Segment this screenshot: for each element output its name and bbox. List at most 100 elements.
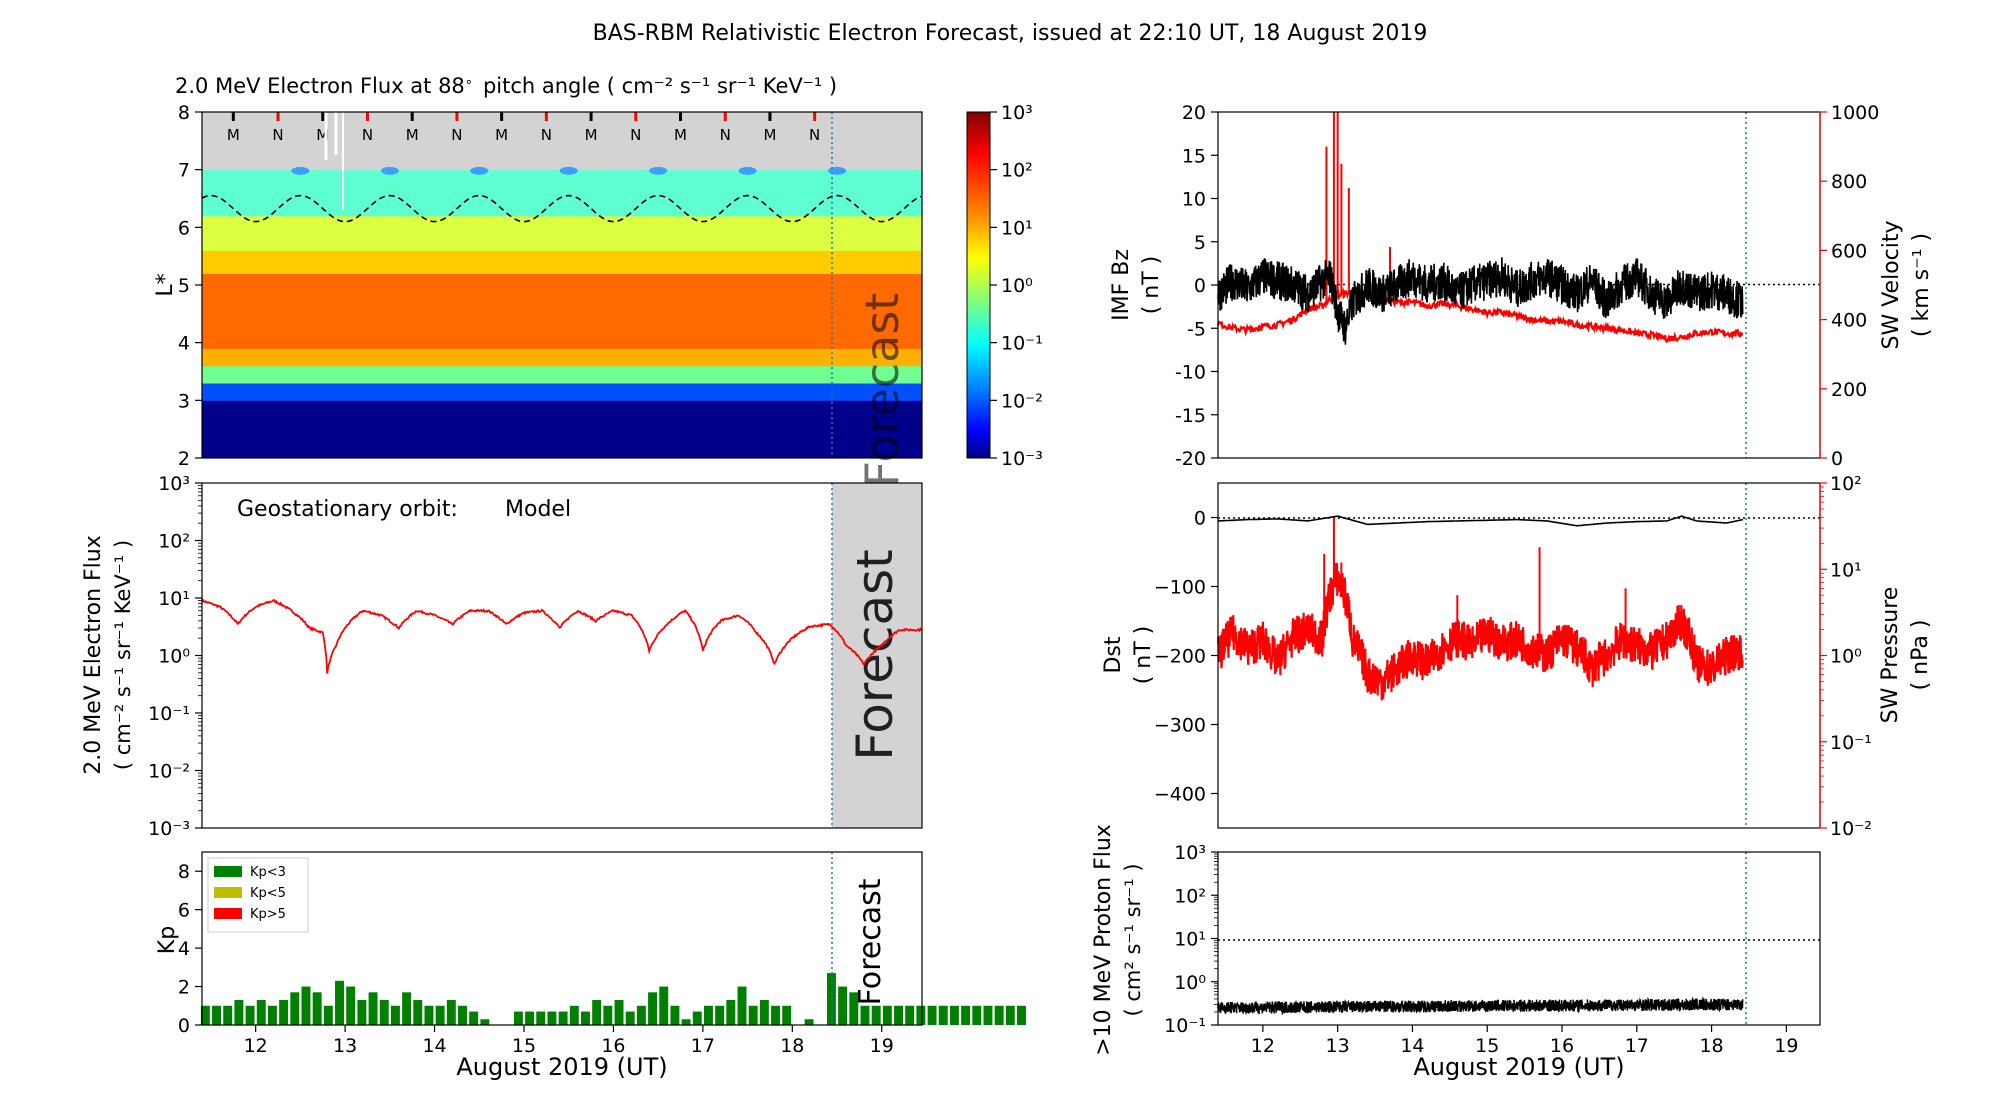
forecast-watermark-1: Forecast bbox=[855, 293, 909, 488]
orbit-marker-label-6: M bbox=[495, 126, 508, 144]
proton-ylabel-2: ( cm² s⁻¹ sr⁻¹ ) bbox=[1121, 863, 1145, 1016]
kp-xaxis: 12 13 14 15 16 17 18 19 bbox=[244, 1025, 894, 1057]
imf-ytick-label: 20 bbox=[1182, 102, 1206, 124]
kp-bar-17 bbox=[390, 1005, 400, 1025]
kp-bar-4 bbox=[245, 1005, 255, 1025]
heatmap-band-8 bbox=[202, 112, 922, 171]
imf-yaxis: 20 15 10 5 0 -5 -10 -15 -20 bbox=[1175, 102, 1218, 470]
kp-bar-64 bbox=[916, 1005, 926, 1025]
imf-ytick-label: 5 bbox=[1194, 232, 1206, 254]
kp-bar-47 bbox=[726, 1000, 736, 1025]
kp-bar-5 bbox=[256, 1000, 266, 1025]
right-xlabel: August 2019 (UT) bbox=[1413, 1053, 1624, 1081]
kp-bar-22 bbox=[446, 1000, 456, 1025]
proton-xtick-label: 19 bbox=[1774, 1035, 1798, 1057]
kp-bar-8 bbox=[290, 992, 300, 1025]
flux-map-title: 2.0 MeV Electron Flux at 88∘ pitch angle … bbox=[175, 74, 837, 98]
proton-panel: 10³ 10² 10¹ 10⁰ 10⁻¹ 12 13 14 15 16 17 18 19 >10 Me… bbox=[1091, 824, 1821, 1081]
dst-ytick-label: 0 bbox=[1194, 508, 1206, 530]
kp-legend-swatch-red bbox=[214, 908, 242, 919]
imf-bz-line bbox=[1217, 257, 1744, 345]
kp-ytick-label: 4 bbox=[178, 938, 190, 960]
kp-xtick-label: 18 bbox=[780, 1035, 804, 1057]
kp-bar-65 bbox=[927, 1005, 937, 1025]
sw-pressure-ylabel-2: ( nPa ) bbox=[1908, 620, 1933, 691]
kp-bar-35 bbox=[592, 1000, 602, 1025]
sw-pressure-ylabel-1: SW Pressure bbox=[1878, 587, 1903, 724]
kp-ylabel: Kp bbox=[155, 926, 180, 954]
kp-bar-16 bbox=[379, 1000, 389, 1025]
proton-ytick-tick-label: 10⁰ bbox=[1174, 972, 1206, 994]
kp-bar-56 bbox=[826, 973, 836, 1025]
flux-map-ylabel: L* bbox=[153, 273, 178, 296]
sw-pressure-tick-tick-label: 10⁻¹ bbox=[1830, 732, 1872, 754]
flux-map-ytick-label: 6 bbox=[178, 217, 190, 239]
proton-xtick-label: 16 bbox=[1550, 1035, 1574, 1057]
kp-bar-68 bbox=[961, 1005, 971, 1025]
kp-bar-14 bbox=[357, 1000, 367, 1025]
orbit-marker-label-11: N bbox=[720, 126, 731, 144]
flux-map-ytick-label: 5 bbox=[178, 275, 190, 297]
kp-bar-6 bbox=[267, 1005, 277, 1025]
kp-bar-52 bbox=[782, 1005, 792, 1025]
kp-bar-50 bbox=[759, 1000, 769, 1025]
flux-map-ytick-label: 8 bbox=[178, 102, 190, 124]
sw-pressure-tick-tick-label: 10¹ bbox=[1830, 559, 1862, 581]
imf-ytick-label: -15 bbox=[1175, 405, 1206, 427]
geo-flux-ytick-tick-label: 10⁻² bbox=[148, 761, 190, 783]
kp-bar-54 bbox=[804, 1019, 814, 1025]
dst-ytick-label: −100 bbox=[1154, 577, 1206, 599]
forecast-shade-2 bbox=[832, 483, 922, 828]
kp-bar-12 bbox=[335, 980, 344, 1025]
kp-legend-swatch-green bbox=[214, 866, 242, 877]
kp-bar-23 bbox=[458, 1005, 467, 1025]
kp-bar-11 bbox=[323, 1005, 333, 1025]
sw-pressure-line bbox=[1216, 562, 1744, 701]
proton-xtick-label: 12 bbox=[1251, 1035, 1275, 1057]
flux-map-ytick-label: 3 bbox=[178, 390, 190, 412]
dst-ytick-label: −300 bbox=[1154, 715, 1206, 737]
orbit-marker-label-4: M bbox=[406, 126, 419, 144]
sw-velocity-spikes bbox=[1325, 112, 1391, 303]
sw-velocity-yaxis: 1000 800 600 400 200 0 bbox=[1819, 102, 1879, 470]
kp-bar-29 bbox=[525, 1011, 535, 1025]
kp-bar-59 bbox=[860, 1005, 870, 1025]
proton-xtick-label: 17 bbox=[1625, 1035, 1649, 1057]
kp-bar-39 bbox=[636, 1005, 646, 1025]
dst-yaxis: 0 −100 −200 −300 −400 bbox=[1154, 508, 1218, 806]
geo-flux-ytick-tick-label: 10² bbox=[158, 531, 190, 553]
kp-bar-67 bbox=[949, 1005, 959, 1025]
sw-pressure-yaxis: 10² 10¹ 10⁰ 10⁻¹ 10⁻² bbox=[1819, 473, 1872, 840]
kp-xtick-label: 17 bbox=[691, 1035, 715, 1057]
kp-xtick-label: 19 bbox=[870, 1035, 894, 1057]
sw-velocity-tick-label: 600 bbox=[1831, 240, 1867, 262]
heatmap-patch bbox=[828, 166, 847, 175]
forecast-watermark-2: Forecast bbox=[846, 549, 904, 761]
sw-velocity-ylabel-2: ( km s⁻¹ ) bbox=[1909, 233, 1934, 337]
kp-bar-58 bbox=[849, 992, 859, 1025]
orbit-marker-label-7: N bbox=[541, 126, 552, 144]
imf-ytick-label: 0 bbox=[1194, 275, 1206, 297]
kp-bar-46 bbox=[715, 1005, 725, 1025]
orbit-marker-label-9: N bbox=[630, 126, 641, 144]
orbit-marker-label-8: M bbox=[585, 126, 598, 144]
kp-bar-73 bbox=[1017, 1005, 1026, 1025]
sw-velocity-tick-label: 800 bbox=[1831, 171, 1867, 193]
kp-bar-34 bbox=[581, 1011, 590, 1025]
geo-flux-ytick-tick-label: 10⁻¹ bbox=[148, 703, 190, 725]
kp-bar-63 bbox=[905, 1005, 915, 1025]
kp-xtick-label: 14 bbox=[422, 1035, 446, 1057]
kp-legend-swatch-yellow bbox=[214, 887, 242, 898]
heatmap-dashed-line bbox=[201, 194, 922, 223]
geo-annotation-model: Model bbox=[505, 497, 571, 522]
heatmap-band-1 bbox=[202, 383, 922, 401]
flux-map-ytick-label: 7 bbox=[178, 160, 190, 182]
sw-pressure-tick-tick-label: 10⁻² bbox=[1830, 818, 1872, 840]
proton-ytick-tick-label: 10¹ bbox=[1174, 929, 1206, 951]
imf-ytick-label: 15 bbox=[1182, 145, 1206, 167]
kp-legend-label-yellow: Kp<5 bbox=[250, 886, 286, 901]
kp-bar-33 bbox=[569, 1005, 579, 1025]
kp-bar-21 bbox=[435, 1005, 445, 1025]
kp-bar-42 bbox=[670, 1005, 680, 1025]
flux-map-ytick-label: 2 bbox=[178, 448, 190, 470]
